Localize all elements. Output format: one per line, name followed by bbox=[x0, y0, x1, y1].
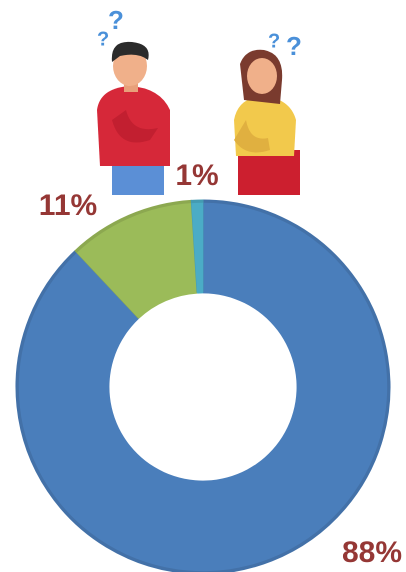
question-mark: ? bbox=[286, 31, 302, 61]
skirt bbox=[238, 150, 300, 195]
illustration-woman: ? ? bbox=[234, 30, 302, 195]
data-label: 11% bbox=[39, 189, 97, 222]
question-mark: ? bbox=[268, 30, 280, 52]
head bbox=[247, 58, 277, 94]
data-label: 88% bbox=[342, 536, 402, 569]
segment-shade bbox=[18, 202, 388, 572]
hair bbox=[111, 41, 149, 62]
question-mark: ? bbox=[97, 28, 109, 50]
illustration-man: ? ? bbox=[97, 5, 170, 195]
question-mark: ? bbox=[108, 5, 124, 35]
donut bbox=[15, 199, 391, 572]
arm bbox=[112, 110, 158, 143]
data-label: 1% bbox=[175, 159, 218, 192]
head bbox=[113, 46, 147, 86]
segment-shade bbox=[191, 202, 203, 294]
arm bbox=[234, 120, 270, 153]
segment-shade bbox=[76, 203, 198, 319]
